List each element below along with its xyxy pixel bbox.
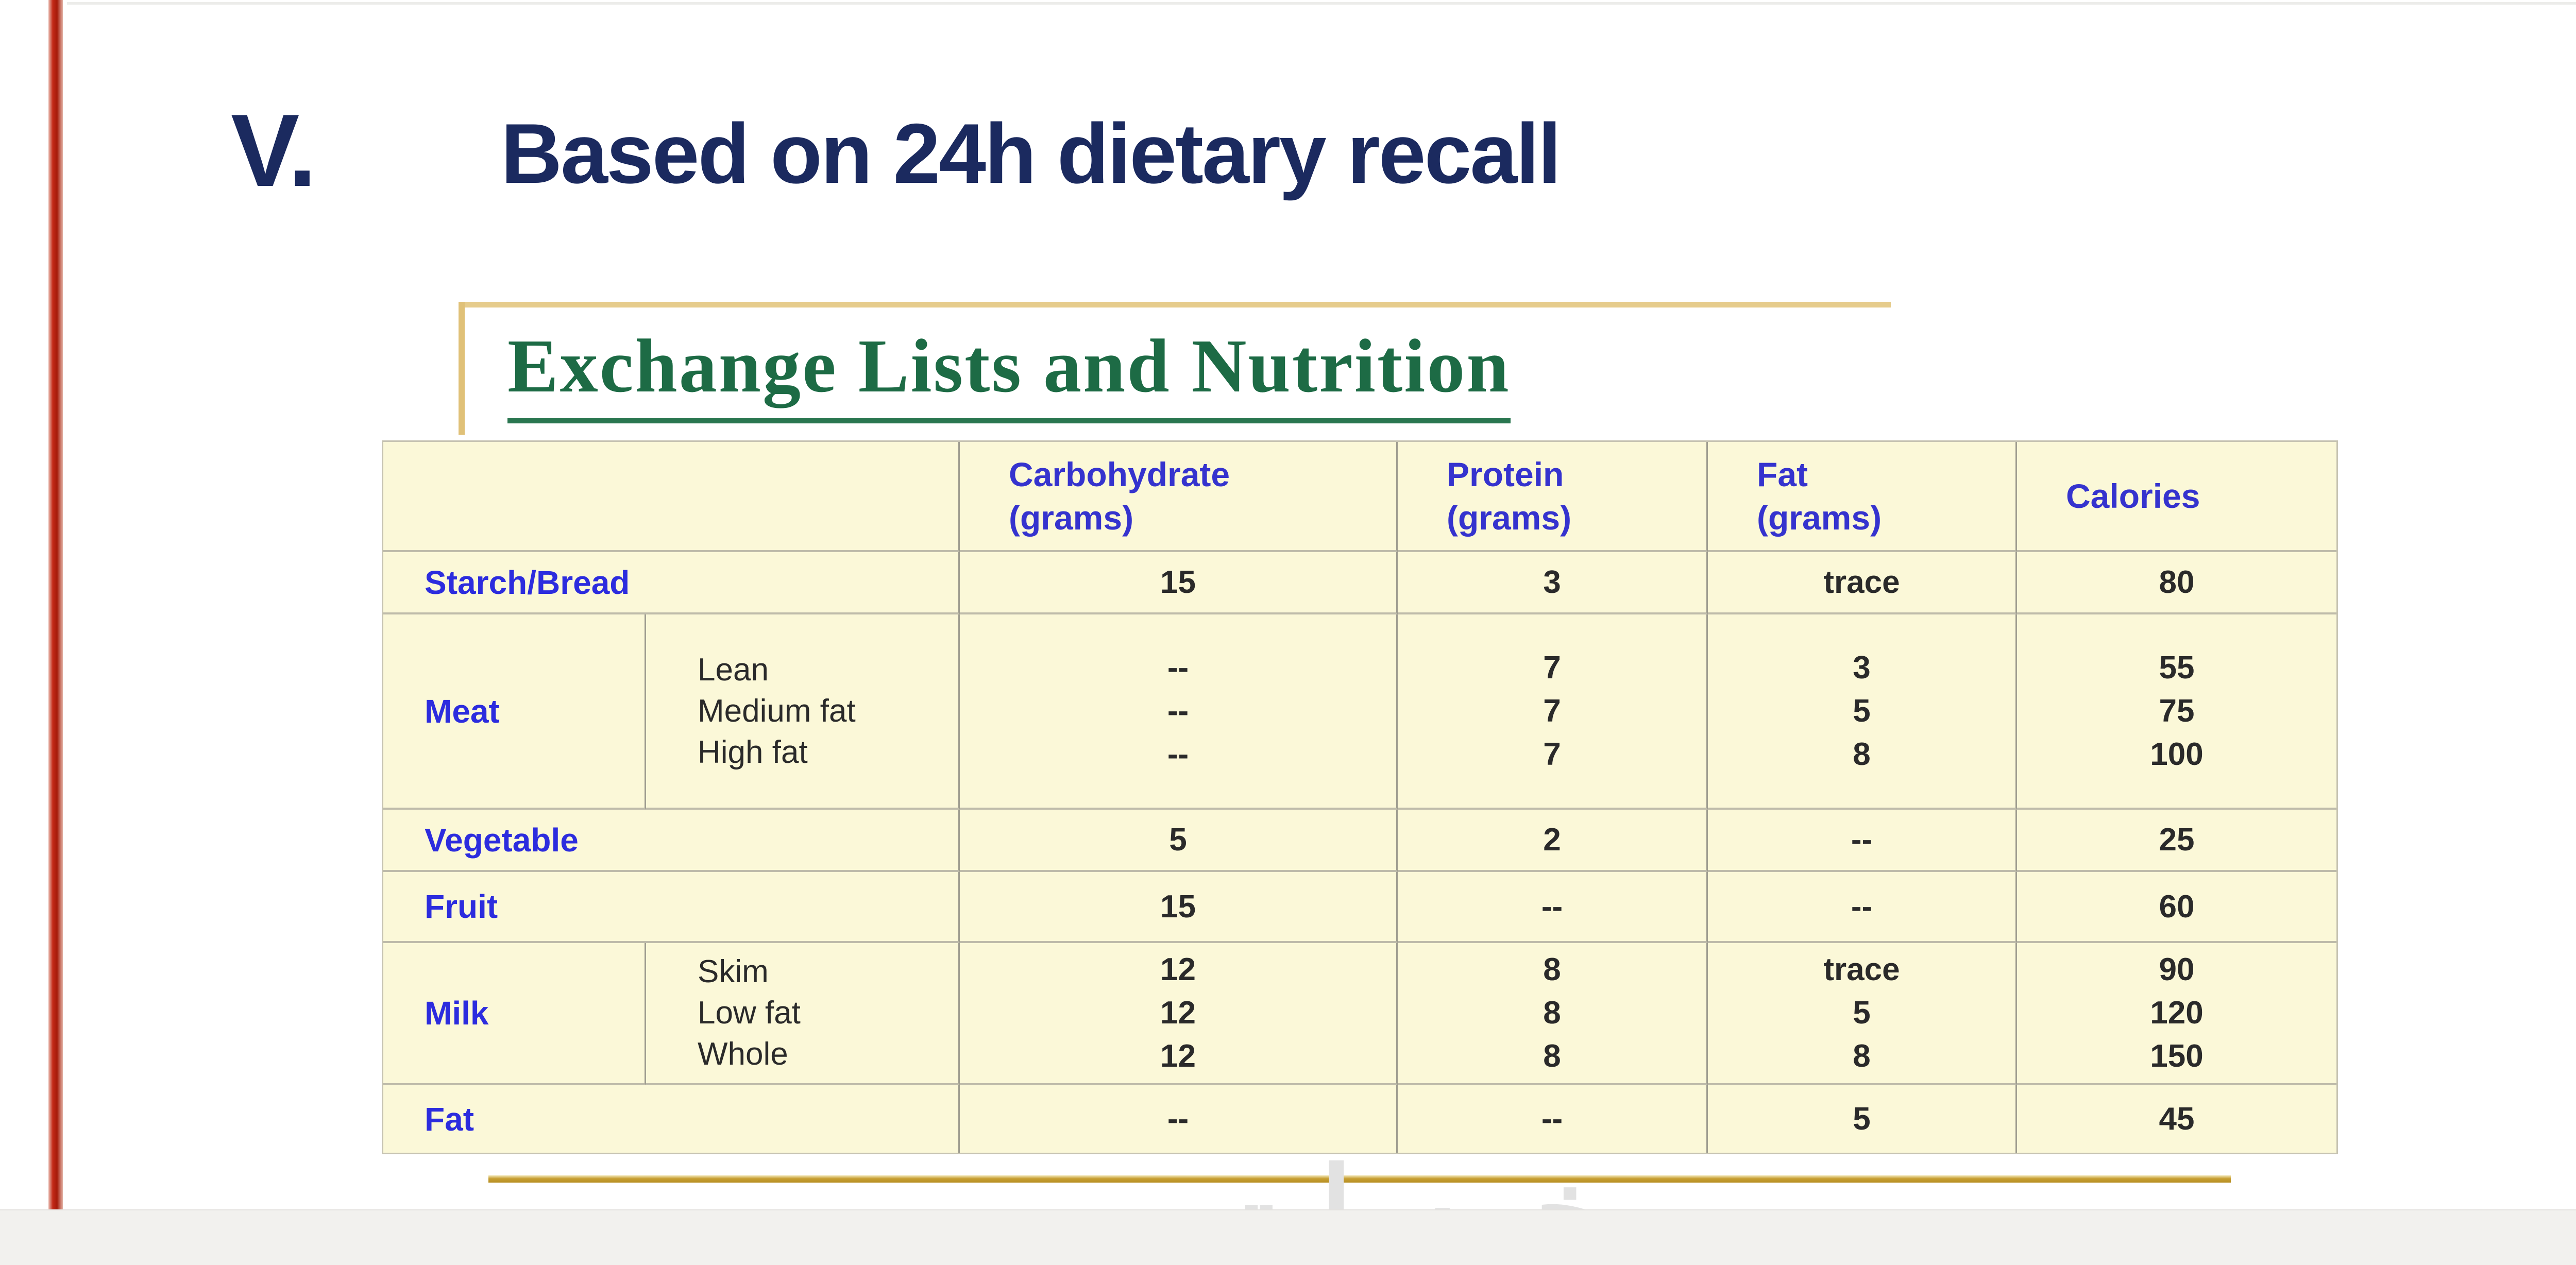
starch-calories-value: 80 [2017,552,2336,614]
header-cell-protein: Protein (grams) [1398,442,1708,552]
column-name: Fat [1757,455,1808,493]
header-cell-fat: Fat (grams) [1708,442,2017,552]
row-label-fat: Fat [383,1085,960,1153]
fruit-protein-value: -- [1398,872,1708,943]
value-line: 8 [1853,1038,1871,1074]
page-border-left [48,0,63,1209]
heading-rule-top [459,302,1891,307]
milk-carb-values: 12 12 12 [960,943,1398,1085]
meat-subtype: Medium fat [698,693,856,729]
value-line: 55 [2159,649,2195,686]
fruit-fat-value: -- [1708,872,2017,943]
milk-subtype: Low fat [698,995,801,1031]
milk-subtype: Skim [698,954,769,989]
row-label-milk: Milk [383,943,646,1085]
milk-fat-values: trace 5 8 [1708,943,2017,1085]
page-top-edge [67,2,2576,5]
slide-bottom-rule [488,1175,2231,1183]
starch-protein-value: 3 [1398,552,1708,614]
value-line: -- [1167,649,1189,686]
fat-protein-value: -- [1398,1085,1708,1153]
column-unit: (grams) [1009,499,1134,537]
slide-number: V. [231,93,317,208]
value-line: 8 [1853,736,1871,772]
value-line: 3 [1853,649,1871,686]
starch-fat-value: trace [1708,552,2017,614]
milk-calories-values: 90 120 150 [2017,943,2336,1085]
row-label-vegetable: Vegetable [383,810,960,872]
status-bar [0,1209,2576,1265]
meat-protein-values: 7 7 7 [1398,614,1708,810]
meat-subtype: Lean [698,652,769,688]
value-line: 90 [2159,952,2195,987]
vegetable-protein-value: 2 [1398,810,1708,872]
value-line: 75 [2159,693,2195,729]
value-line: 8 [1543,1038,1561,1074]
milk-subtypes: Skim Low fat Whole [646,943,960,1085]
value-line: 12 [1160,952,1196,987]
milk-subtype: Whole [698,1036,788,1072]
fat-fat-value: 5 [1708,1085,2017,1153]
value-line: 8 [1543,952,1561,987]
value-line: 12 [1160,1038,1196,1074]
vegetable-calories-value: 25 [2017,810,2336,872]
meat-subtypes: Lean Medium fat High fat [646,614,960,810]
column-unit: (grams) [1447,499,1572,537]
value-line: 120 [2150,995,2204,1031]
fruit-carb-value: 15 [960,872,1398,943]
row-label-meat: Meat [383,614,646,810]
meat-calories-values: 55 75 100 [2017,614,2336,810]
value-line: trace [1823,952,1900,987]
section-heading: Exchange Lists and Nutrition [507,322,1511,423]
slide-title: Based on 24h dietary recall [501,106,1562,201]
header-cell-calories: Calories [2017,442,2336,552]
value-line: 7 [1543,736,1561,772]
value-line: -- [1167,693,1189,729]
header-cell-empty [383,442,960,552]
value-line: -- [1167,736,1189,772]
fruit-calories-value: 60 [2017,872,2336,943]
value-line: 100 [2150,736,2204,772]
column-unit: (grams) [1757,499,1882,537]
vegetable-carb-value: 5 [960,810,1398,872]
value-line: 7 [1543,649,1561,686]
meat-carb-values: -- -- -- [960,614,1398,810]
value-line: 5 [1853,995,1871,1031]
row-label-starch-bread: Starch/Bread [383,552,960,614]
row-label-fruit: Fruit [383,872,960,943]
value-line: 12 [1160,995,1196,1031]
nutrition-exchange-table: Carbohydrate (grams) Protein (grams) Fat… [382,440,2338,1154]
value-line: 8 [1543,995,1561,1031]
value-line: 7 [1543,693,1561,729]
header-cell-carbohydrate: Carbohydrate (grams) [960,442,1398,552]
column-name: Calories [2066,477,2200,515]
starch-carb-value: 15 [960,552,1398,614]
milk-protein-values: 8 8 8 [1398,943,1708,1085]
column-name: Carbohydrate [1009,455,1230,493]
meat-fat-values: 3 5 8 [1708,614,2017,810]
column-name: Protein [1447,455,1564,493]
fat-calories-value: 45 [2159,1101,2195,1137]
meat-subtype: High fat [698,734,808,770]
vegetable-fat-value: -- [1708,810,2017,872]
fat-carb-value: -- [960,1085,1398,1153]
value-line: 5 [1853,693,1871,729]
heading-rule-left [459,302,465,435]
value-line: 150 [2150,1038,2204,1074]
